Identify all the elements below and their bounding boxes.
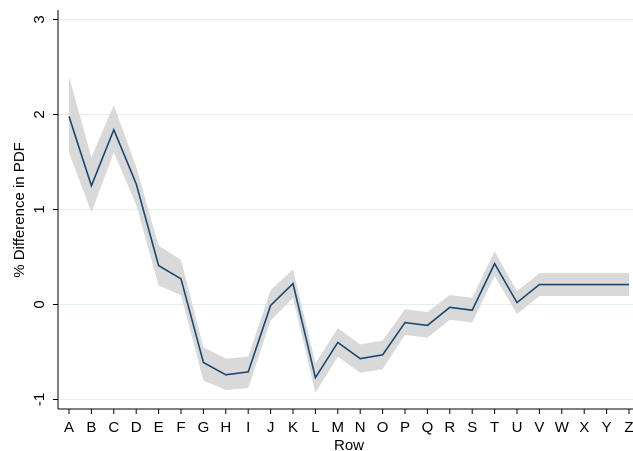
y-tick-label: 0 <box>31 300 48 308</box>
x-tick-label: L <box>311 419 319 436</box>
x-tick-label: X <box>579 419 589 436</box>
x-tick-label: U <box>512 419 523 436</box>
x-axis-title: Row <box>334 437 364 451</box>
y-tick-label: 2 <box>31 110 48 118</box>
x-tick-label: J <box>267 419 275 436</box>
x-tick-label: Y <box>602 419 612 436</box>
data-line <box>68 116 629 380</box>
x-tick-label: R <box>444 419 455 436</box>
x-tick-label: T <box>490 419 499 436</box>
x-tick-label: K <box>288 419 298 436</box>
x-tick-label: C <box>108 419 119 436</box>
x-tick-label: W <box>555 419 570 436</box>
x-tick-label: P <box>400 419 410 436</box>
x-tick-label: D <box>131 419 142 436</box>
x-tick-label: M <box>332 419 345 436</box>
confidence-band <box>69 76 629 393</box>
x-tick-label: S <box>467 419 477 436</box>
x-tick-label: Z <box>624 419 633 436</box>
x-tick-label: N <box>355 419 366 436</box>
x-tick-label: F <box>176 419 185 436</box>
x-tick-label: O <box>377 419 389 436</box>
x-tick-label: V <box>534 419 544 436</box>
y-tick-label: 3 <box>31 15 48 23</box>
x-tick-label: A <box>64 419 74 436</box>
x-tick-label: I <box>246 419 250 436</box>
x-tick-label: E <box>154 419 164 436</box>
x-tick-label: G <box>198 419 210 436</box>
y-axis-title: % Difference in PDF <box>11 142 28 278</box>
x-tick-label: B <box>86 419 96 436</box>
x-tick-label: Q <box>422 419 434 436</box>
y-tick-label: 1 <box>31 205 48 213</box>
x-tick-label: H <box>220 419 231 436</box>
y-tick-label: -1 <box>31 393 48 406</box>
